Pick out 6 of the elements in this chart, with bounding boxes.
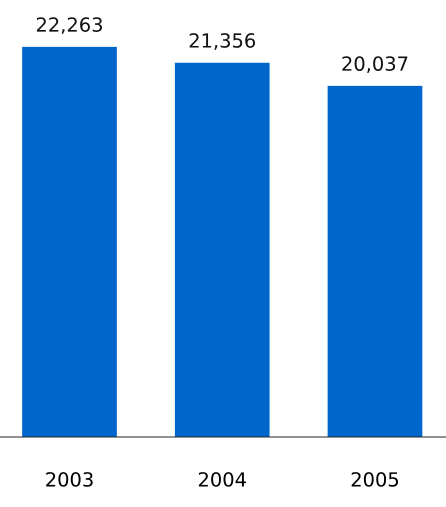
data-label: 20,037 [342, 56, 408, 73]
x-tick-label: 2004 [198, 472, 246, 487]
x-tick-label: 2003 [46, 472, 93, 487]
data-label: 21,356 [190, 33, 256, 50]
data-label: 22,263 [36, 17, 102, 34]
x-tick-label: 2005 [352, 472, 398, 487]
